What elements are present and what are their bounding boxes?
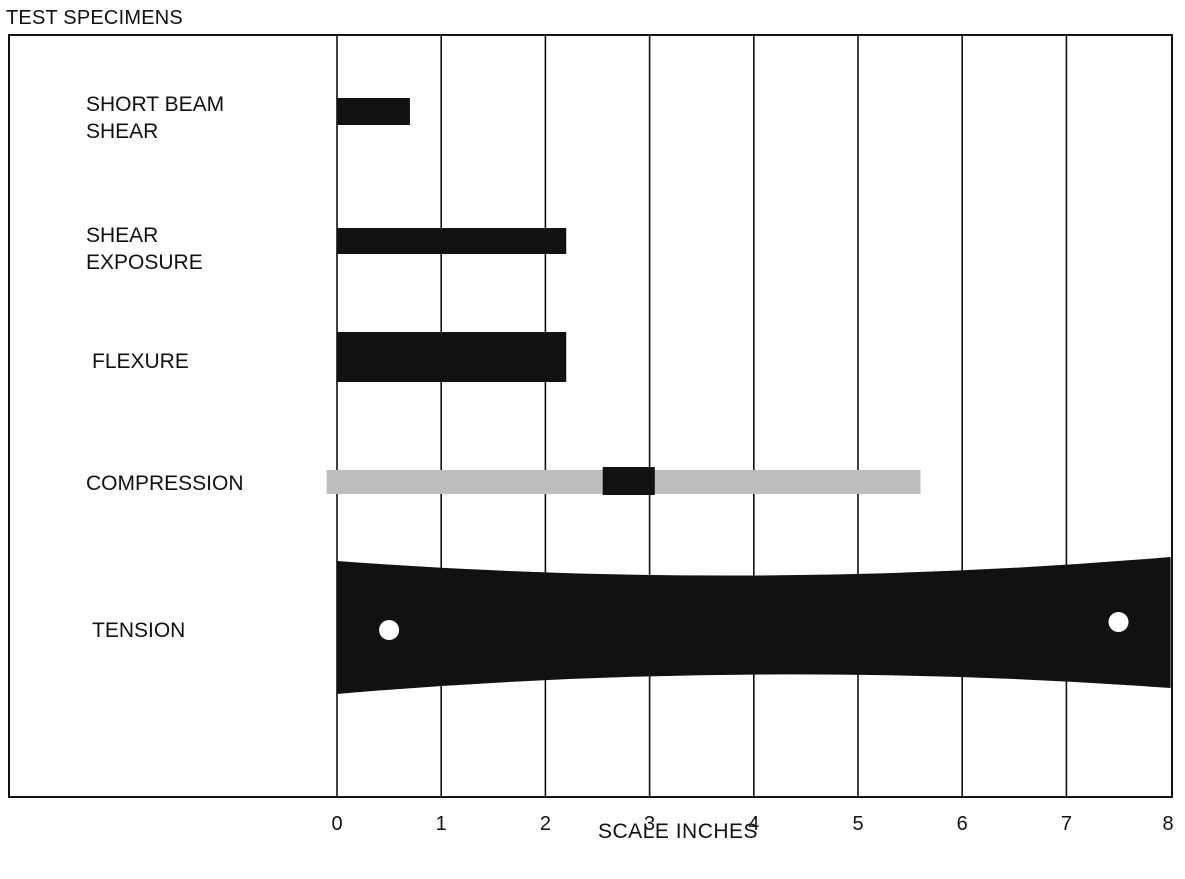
label-compression: COMPRESSION [86, 472, 244, 495]
tick-label-6: 6 [957, 813, 968, 835]
diagram-frame [8, 34, 1173, 798]
label-short-beam-shear: SHORT BEAM SHEAR [86, 93, 225, 143]
label-shear-exposure: SHEAR EXPOSURE [86, 224, 203, 274]
specimen-short-beam-shear [337, 98, 410, 125]
tick-label-5: 5 [852, 813, 863, 835]
label-flexure: FLEXURE [92, 350, 189, 373]
specimen-shear-exposure [337, 228, 567, 254]
specimen-flexure [337, 332, 567, 382]
tension-hole-1 [379, 620, 400, 640]
scale-caption: SCALE INCHES [598, 820, 759, 843]
specimen-compression-dark-section [602, 467, 655, 495]
tick-label-8: 8 [1162, 813, 1173, 835]
tick-label-4: 4 [748, 813, 759, 835]
specimen-tension [337, 557, 1171, 694]
label-tension: TENSION [92, 619, 186, 642]
tick-label-1: 1 [436, 813, 447, 835]
tension-hole-2 [1108, 612, 1129, 632]
tick-label-7: 7 [1061, 813, 1072, 835]
diagram-title: TEST SPECIMENS [6, 7, 183, 29]
tick-label-3: 3 [644, 813, 655, 835]
tick-label-2: 2 [540, 813, 551, 835]
tick-label-0: 0 [331, 813, 342, 835]
